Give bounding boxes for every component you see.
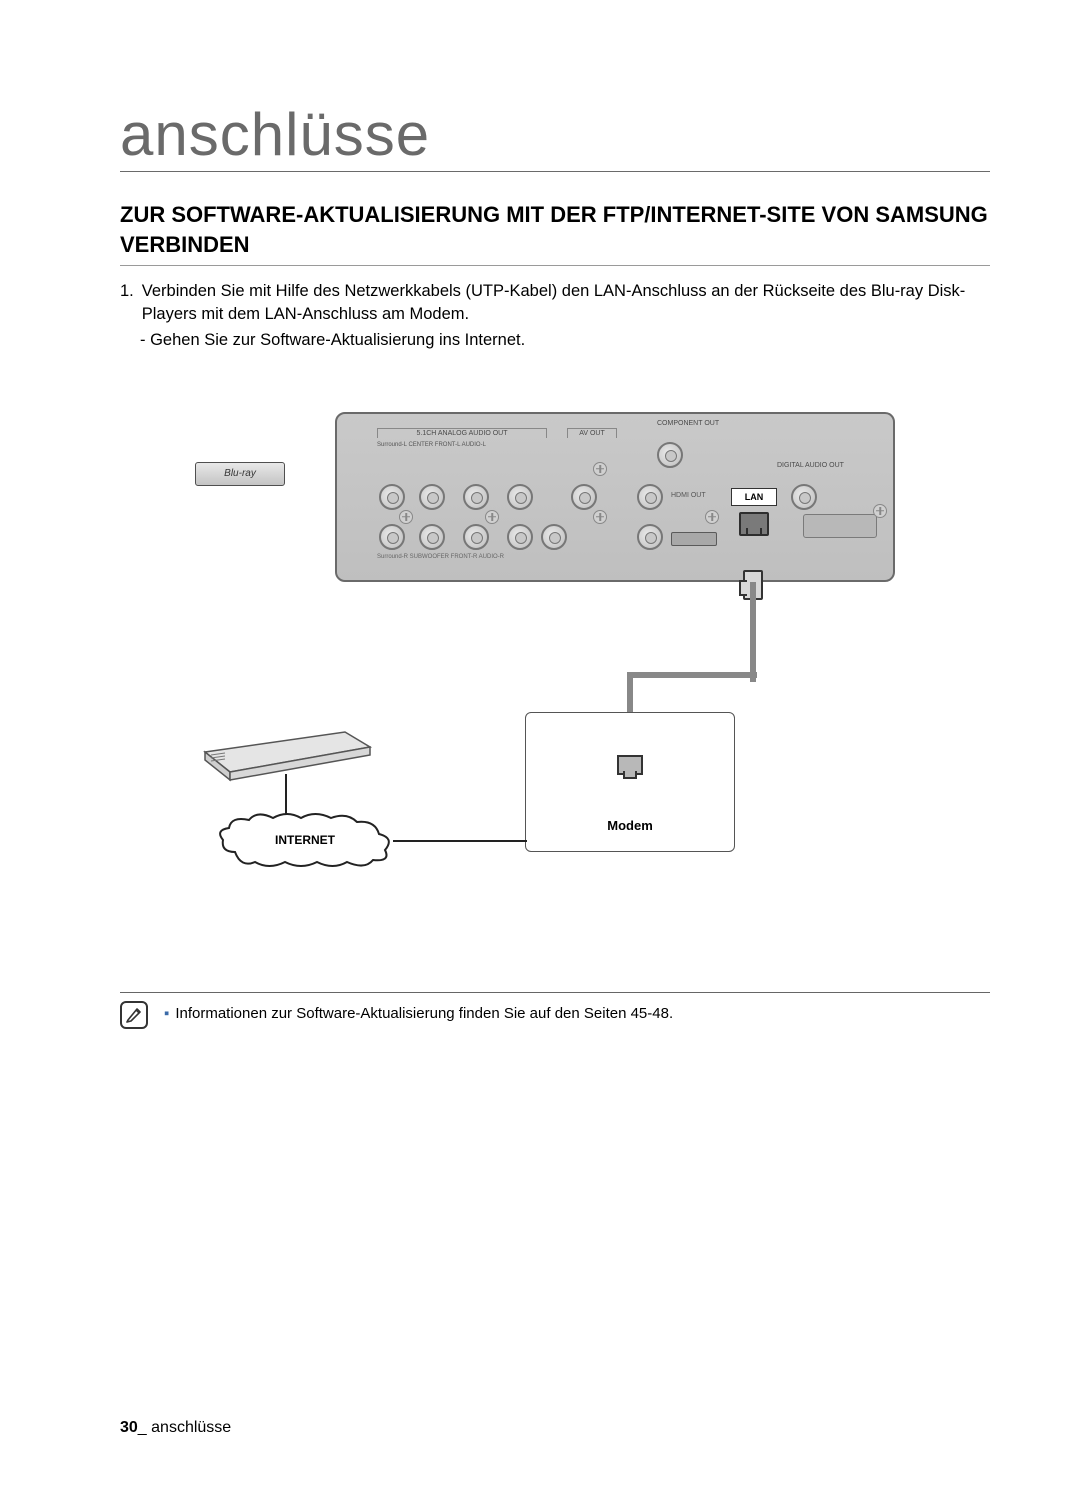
internet-cloud-icon: INTERNET — [215, 812, 395, 868]
manual-page: anschlüsse ZUR SOFTWARE-AKTUALISIERUNG M… — [0, 0, 1080, 1069]
rear-panel: 5.1CH ANALOG AUDIO OUT Surround-L CENTER… — [335, 412, 895, 582]
rca-port-icon — [637, 524, 663, 550]
screw-icon — [705, 510, 719, 524]
section-heading: ZUR SOFTWARE-AKTUALISIERUNG MIT DER FTP/… — [120, 200, 990, 266]
note-icon — [120, 1001, 148, 1029]
modem-box: Modem — [525, 712, 735, 852]
note-row: ▪ Informationen zur Software-Aktualisieru… — [120, 993, 990, 1029]
rca-port-icon — [657, 442, 683, 468]
instruction-number: 1. — [120, 280, 134, 326]
analog-sub2-label: Surround-R SUBWOOFER FRONT-R AUDIO-R — [377, 554, 504, 560]
ethernet-cable — [627, 672, 757, 678]
lan-label: LAN — [731, 488, 777, 506]
player-device-icon — [195, 722, 375, 782]
footer-separator: _ — [138, 1419, 147, 1436]
analog-audio-label: 5.1CH ANALOG AUDIO OUT — [377, 428, 547, 438]
instruction-text: Verbinden Sie mit Hilfe des Netzwerkkabe… — [142, 280, 990, 326]
connector-line — [393, 840, 527, 842]
rca-port-icon — [637, 484, 663, 510]
rca-port-icon — [379, 484, 405, 510]
avout-label: AV OUT — [567, 428, 617, 438]
bullet-icon: ▪ — [164, 1005, 169, 1022]
screw-icon — [593, 462, 607, 476]
rca-port-icon — [379, 524, 405, 550]
note-text: ▪ Informationen zur Software-Aktualisieru… — [164, 1001, 673, 1022]
rca-port-icon — [463, 524, 489, 550]
modem-label: Modem — [526, 818, 734, 833]
instruction-sub: - Gehen Sie zur Software-Aktualisierung … — [140, 329, 990, 352]
rca-port-icon — [419, 524, 445, 550]
hdmi-label: HDMI OUT — [671, 492, 706, 499]
page-footer: 30_ anschlüsse — [120, 1419, 231, 1437]
ethernet-cable — [750, 582, 756, 682]
page-number: 30 — [120, 1419, 138, 1436]
component-label: COMPONENT OUT — [657, 420, 747, 427]
instruction-block: 1. Verbinden Sie mit Hilfe des Netzwerkk… — [120, 280, 990, 351]
rca-port-icon — [791, 484, 817, 510]
rca-port-icon — [571, 484, 597, 510]
analog-sub-label: Surround-L CENTER FRONT-L AUDIO-L — [377, 442, 486, 448]
rca-port-icon — [541, 524, 567, 550]
rca-port-icon — [463, 484, 489, 510]
screw-icon — [485, 510, 499, 524]
note-text-content: Informationen zur Software-Aktualisierun… — [175, 1005, 673, 1022]
modem-port-icon — [617, 755, 643, 775]
rca-port-icon — [507, 484, 533, 510]
hdmi-port-icon — [671, 532, 717, 546]
lan-port-icon — [739, 512, 769, 536]
optical-port-icon — [803, 514, 877, 538]
screw-icon — [873, 504, 887, 518]
connector-line — [285, 774, 287, 816]
brand-plate: Blu-ray — [195, 462, 285, 486]
footer-section-label: anschlüsse — [151, 1419, 231, 1436]
internet-label: INTERNET — [275, 833, 335, 847]
page-title: anschlüsse — [120, 100, 990, 172]
screw-icon — [399, 510, 413, 524]
screw-icon — [593, 510, 607, 524]
rca-port-icon — [419, 484, 445, 510]
connection-diagram: Blu-ray 5.1CH ANALOG AUDIO OUT Surround-… — [195, 412, 915, 912]
rca-port-icon — [507, 524, 533, 550]
digital-label: DIGITAL AUDIO OUT — [777, 462, 867, 469]
